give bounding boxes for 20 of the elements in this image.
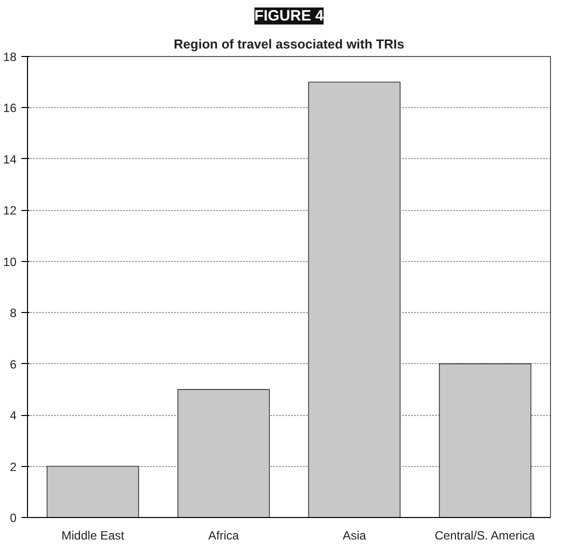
bar xyxy=(308,82,401,518)
x-tick-label: Central/S. America xyxy=(434,528,536,542)
chart-subtitle: Region of travel associated with TRIs xyxy=(174,36,404,52)
bar xyxy=(177,389,270,518)
y-tick-label: 2 xyxy=(10,460,17,474)
bar xyxy=(438,363,532,518)
x-tick-label: Middle East xyxy=(62,528,125,542)
x-tick-label: Africa xyxy=(208,528,240,542)
y-tick-label: 8 xyxy=(10,306,17,320)
y-tick-label: 6 xyxy=(10,357,17,372)
y-tick-label: 18 xyxy=(3,50,17,64)
chart-title: FIGURE 4 xyxy=(254,8,324,24)
y-tick-label: 4 xyxy=(10,408,17,423)
x-tick-label: Asia xyxy=(342,528,366,542)
y-tick-label: 14 xyxy=(3,152,17,166)
y-tick-label: 0 xyxy=(10,511,17,525)
y-tick-label: 16 xyxy=(3,101,17,116)
y-tick-label: 12 xyxy=(3,204,17,218)
bar xyxy=(46,466,140,518)
y-tick-label: 10 xyxy=(3,254,17,269)
